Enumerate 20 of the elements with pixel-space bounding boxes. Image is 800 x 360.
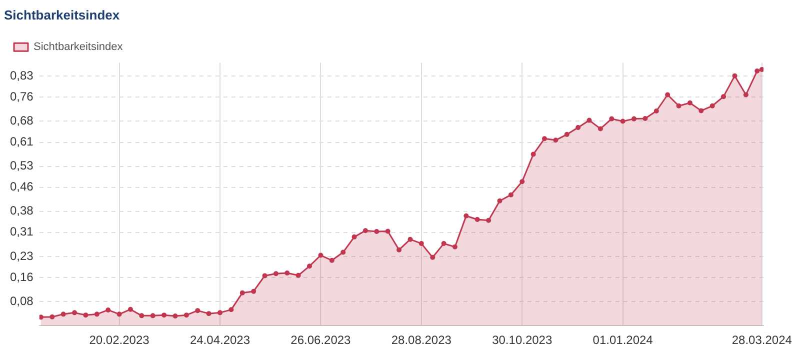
y-tick-label: 0,16 [10, 270, 34, 284]
x-tick-label: 30.10.2023 [492, 333, 552, 348]
y-tick-label: 0,61 [10, 134, 34, 149]
x-tick-label: 20.02.2023 [89, 333, 150, 348]
x-tick-label: 28.08.2023 [391, 333, 452, 348]
x-tick-label: 24.04.2023 [190, 333, 250, 348]
y-tick-label: 0,23 [10, 248, 34, 263]
x-tick-label: 01.01.2024 [592, 333, 654, 348]
y-tick-label: 0,38 [10, 204, 34, 218]
y-tick-label: 0,83 [10, 68, 34, 82]
y-tick-label: 0,76 [10, 89, 34, 104]
y-tick-label: 0,46 [10, 180, 34, 194]
x-tick-label: 26.06.2023 [290, 333, 352, 348]
chart-title: Sichtbarkeitsindex [4, 7, 120, 22]
legend-label: Sichtbarkeitsindex [34, 41, 124, 54]
x-tick-label: 28.03.2024 [732, 333, 792, 348]
y-tick-label: 0,68 [10, 114, 34, 128]
y-tick-label: 0,31 [10, 224, 34, 239]
y-tick-label: 0,53 [10, 158, 34, 173]
y-tick-label: 0,08 [10, 294, 34, 308]
